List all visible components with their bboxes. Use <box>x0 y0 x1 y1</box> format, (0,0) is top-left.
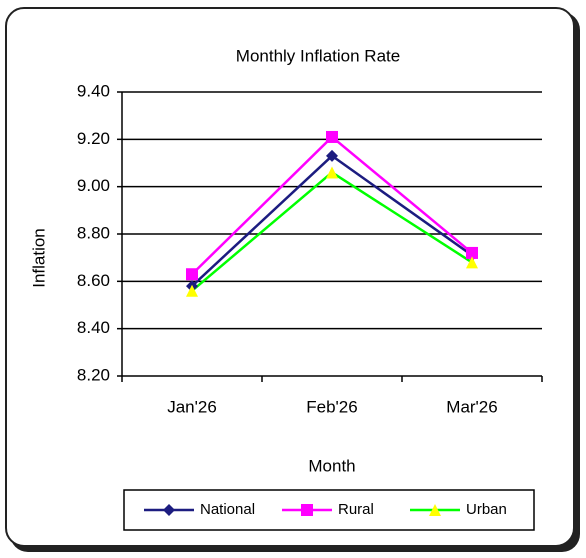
y-axis-label: Inflation <box>29 228 48 288</box>
marker-triangle <box>326 166 338 179</box>
marker-triangle <box>186 284 198 297</box>
y-tick-label: 8.20 <box>77 365 110 384</box>
y-tick-label: 8.80 <box>77 223 110 242</box>
marker-diamond <box>163 504 175 516</box>
y-tick-label: 8.60 <box>77 271 110 290</box>
marker-square <box>186 268 198 281</box>
frame <box>5 7 575 547</box>
legend-label: Urban <box>466 501 507 518</box>
x-tick-label: Feb'26 <box>306 397 357 416</box>
marker-diamond <box>326 149 338 162</box>
x-tick-label: Jan'26 <box>167 397 217 416</box>
x-axis-label: Month <box>308 456 355 475</box>
x-tick-label: Mar'26 <box>446 397 497 416</box>
legend-label: Rural <box>338 501 374 518</box>
y-tick-label: 9.40 <box>77 81 110 100</box>
y-tick-label: 8.40 <box>77 318 110 337</box>
marker-triangle <box>466 256 478 269</box>
marker-square <box>466 246 478 259</box>
y-tick-label: 9.00 <box>77 176 110 195</box>
legend-label: National <box>200 501 255 518</box>
marker-square <box>326 130 338 143</box>
y-tick-label: 9.20 <box>77 129 110 148</box>
chart-title: Monthly Inflation Rate <box>236 46 400 65</box>
marker-square <box>301 504 313 516</box>
marker-triangle <box>429 504 441 516</box>
